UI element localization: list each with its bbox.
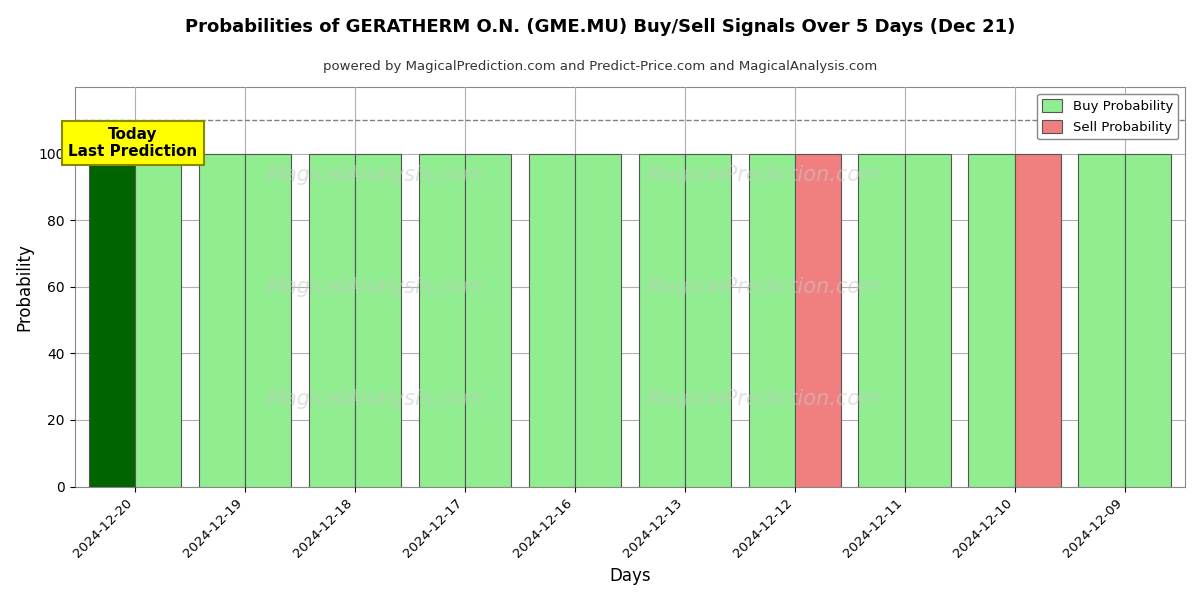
Bar	[575, 154, 622, 487]
Bar	[529, 154, 575, 487]
Bar	[1079, 154, 1124, 487]
Bar	[199, 154, 245, 487]
Text: MagicalAnalysis.com: MagicalAnalysis.com	[266, 165, 482, 185]
Bar	[858, 154, 905, 487]
Bar	[1015, 154, 1061, 487]
Bar	[685, 154, 731, 487]
Text: MagicalPrediction.com: MagicalPrediction.com	[646, 389, 881, 409]
Bar	[638, 154, 685, 487]
Text: MagicalAnalysis.com: MagicalAnalysis.com	[266, 277, 482, 297]
Bar	[245, 154, 292, 487]
Bar	[308, 154, 355, 487]
Legend: Buy Probability, Sell Probability: Buy Probability, Sell Probability	[1037, 94, 1178, 139]
Text: Today
Last Prediction: Today Last Prediction	[68, 127, 198, 160]
X-axis label: Days: Days	[610, 567, 650, 585]
Bar	[464, 154, 511, 487]
Bar	[749, 154, 794, 487]
Bar	[89, 154, 136, 487]
Text: MagicalPrediction.com: MagicalPrediction.com	[646, 277, 881, 297]
Bar	[905, 154, 950, 487]
Bar	[136, 154, 181, 487]
Y-axis label: Probability: Probability	[16, 243, 34, 331]
Bar	[968, 154, 1015, 487]
Bar	[419, 154, 464, 487]
Bar	[355, 154, 401, 487]
Text: MagicalPrediction.com: MagicalPrediction.com	[646, 165, 881, 185]
Bar	[1124, 154, 1171, 487]
Text: Probabilities of GERATHERM O.N. (GME.MU) Buy/Sell Signals Over 5 Days (Dec 21): Probabilities of GERATHERM O.N. (GME.MU)…	[185, 18, 1015, 36]
Bar	[794, 154, 841, 487]
Text: MagicalAnalysis.com: MagicalAnalysis.com	[266, 389, 482, 409]
Text: powered by MagicalPrediction.com and Predict-Price.com and MagicalAnalysis.com: powered by MagicalPrediction.com and Pre…	[323, 60, 877, 73]
